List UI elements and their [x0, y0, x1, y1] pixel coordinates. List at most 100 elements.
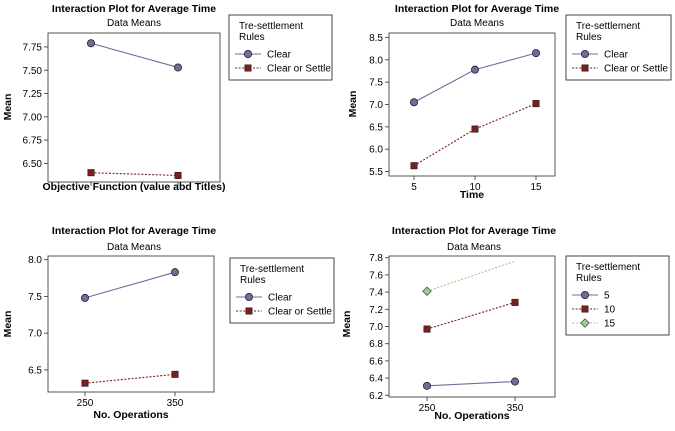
chart-title: Interaction Plot for Average Time: [392, 225, 556, 237]
legend-marker: [580, 318, 590, 328]
legend-marker: [245, 307, 253, 315]
series-line: [84, 373, 176, 384]
data-point: [87, 39, 96, 48]
chart-panel-3: Interaction Plot for Average Time Data Me…: [2, 225, 335, 421]
data-point: [470, 65, 479, 74]
series-clear-or-settle: [87, 169, 182, 179]
series-15: [422, 260, 516, 297]
legend-title-line2: Rules: [240, 275, 266, 286]
y-tick-label: 8.0: [369, 55, 383, 66]
legend-marker: [581, 64, 589, 72]
series-10: [423, 298, 519, 333]
series-line: [413, 52, 537, 103]
data-point: [170, 268, 179, 277]
x-axis-label: Time: [460, 189, 484, 201]
data-point: [81, 293, 90, 302]
x-tick-label: 250: [419, 403, 436, 414]
x-tick-label: 350: [507, 403, 524, 414]
data-point: [409, 98, 418, 107]
series-clear-or-settle: [81, 370, 179, 387]
x-axis-label: No. Operations: [434, 410, 509, 422]
chart-subtitle: Data Means: [107, 18, 161, 29]
y-tick-label: 8.5: [369, 33, 383, 44]
y-axis-label: Mean: [2, 311, 14, 338]
y-tick-label: 7.00: [23, 112, 43, 123]
data-point: [174, 171, 182, 179]
y-tick-label: 6.2: [369, 391, 383, 402]
legend-title-line1: Tre-settlement: [576, 21, 640, 32]
series-clear: [409, 49, 541, 107]
legend-entry: 10: [604, 305, 616, 316]
chart-title: Interaction Plot for Average Time: [52, 3, 216, 15]
y-tick-label: 6.50: [23, 159, 43, 170]
y-tick-label: 7.2: [369, 305, 383, 316]
series-clear: [87, 39, 182, 72]
chart-subtitle: Data Means: [450, 18, 504, 29]
data-point: [171, 370, 179, 378]
legend-entry: Clear: [267, 50, 292, 61]
y-axis-label: Mean: [347, 91, 359, 118]
data-point: [471, 125, 479, 133]
y-tick-label: 7.5: [28, 292, 42, 303]
legend-entry: Clear or Settle: [267, 64, 331, 75]
series-clear-or-settle: [410, 100, 540, 170]
chart-panel-2: Interaction Plot for Average Time Data Me…: [347, 3, 672, 201]
legend-title-line1: Tre-settlement: [240, 264, 304, 275]
legend-marker: [244, 64, 252, 72]
y-tick-label: 6.5: [369, 122, 383, 133]
legend-entry: 15: [604, 319, 616, 330]
x-axis-label: No. Operations: [93, 409, 168, 421]
series-line: [90, 42, 179, 68]
y-tick-label: 6.6: [369, 356, 383, 367]
legend-marker: [581, 50, 590, 59]
y-tick-label: 6.4: [369, 374, 383, 385]
legend-entry: Clear: [268, 293, 293, 304]
legend-title-line2: Rules: [576, 273, 602, 284]
legend-marker: [581, 305, 589, 313]
series-line: [413, 103, 537, 167]
chart-title: Interaction Plot for Average Time: [52, 225, 216, 237]
y-tick-label: 7.25: [23, 89, 43, 100]
data-point: [173, 63, 182, 72]
y-tick-label: 6.8: [369, 339, 383, 350]
y-tick-label: 7.75: [23, 42, 43, 53]
plot-frame: [47, 32, 221, 183]
series-5: [422, 377, 519, 390]
plot-frame: [388, 255, 556, 398]
x-tick-label: 350: [167, 398, 184, 409]
y-tick-label: 6.75: [23, 136, 43, 147]
x-tick-label: 10: [469, 182, 481, 193]
legend-title-line1: Tre-settlement: [576, 262, 640, 273]
data-point: [87, 169, 95, 177]
legend-marker: [244, 292, 253, 301]
legend-entry: Clear or Settle: [604, 64, 668, 75]
y-tick-label: 5.5: [369, 167, 383, 178]
x-tick-label: 5: [411, 182, 417, 193]
series-line: [426, 301, 516, 330]
legend-marker: [581, 290, 590, 299]
data-point: [81, 379, 89, 387]
data-point: [532, 100, 540, 108]
plot-frame: [47, 255, 215, 393]
legend-entry: 5: [604, 291, 610, 302]
x-tick-label: 15: [530, 182, 542, 193]
series-clear: [81, 268, 179, 302]
y-tick-label: 8.0: [28, 255, 42, 266]
data-point: [422, 286, 432, 297]
y-tick-label: 7.8: [369, 253, 383, 264]
y-tick-label: 6.0: [369, 145, 383, 156]
y-tick-label: 7.4: [369, 288, 383, 299]
y-tick-label: 7.0: [28, 329, 42, 340]
data-point: [532, 49, 541, 58]
legend-title-line1: Tre-settlement: [239, 21, 303, 32]
data-point: [511, 298, 519, 306]
chart-panel-1: Interaction Plot for Average Time Data Me…: [2, 3, 333, 193]
series-line: [90, 172, 179, 177]
y-tick-label: 7.5: [369, 78, 383, 89]
data-point: [410, 162, 418, 170]
series-line: [84, 271, 176, 299]
y-tick-label: 7.50: [23, 66, 43, 77]
